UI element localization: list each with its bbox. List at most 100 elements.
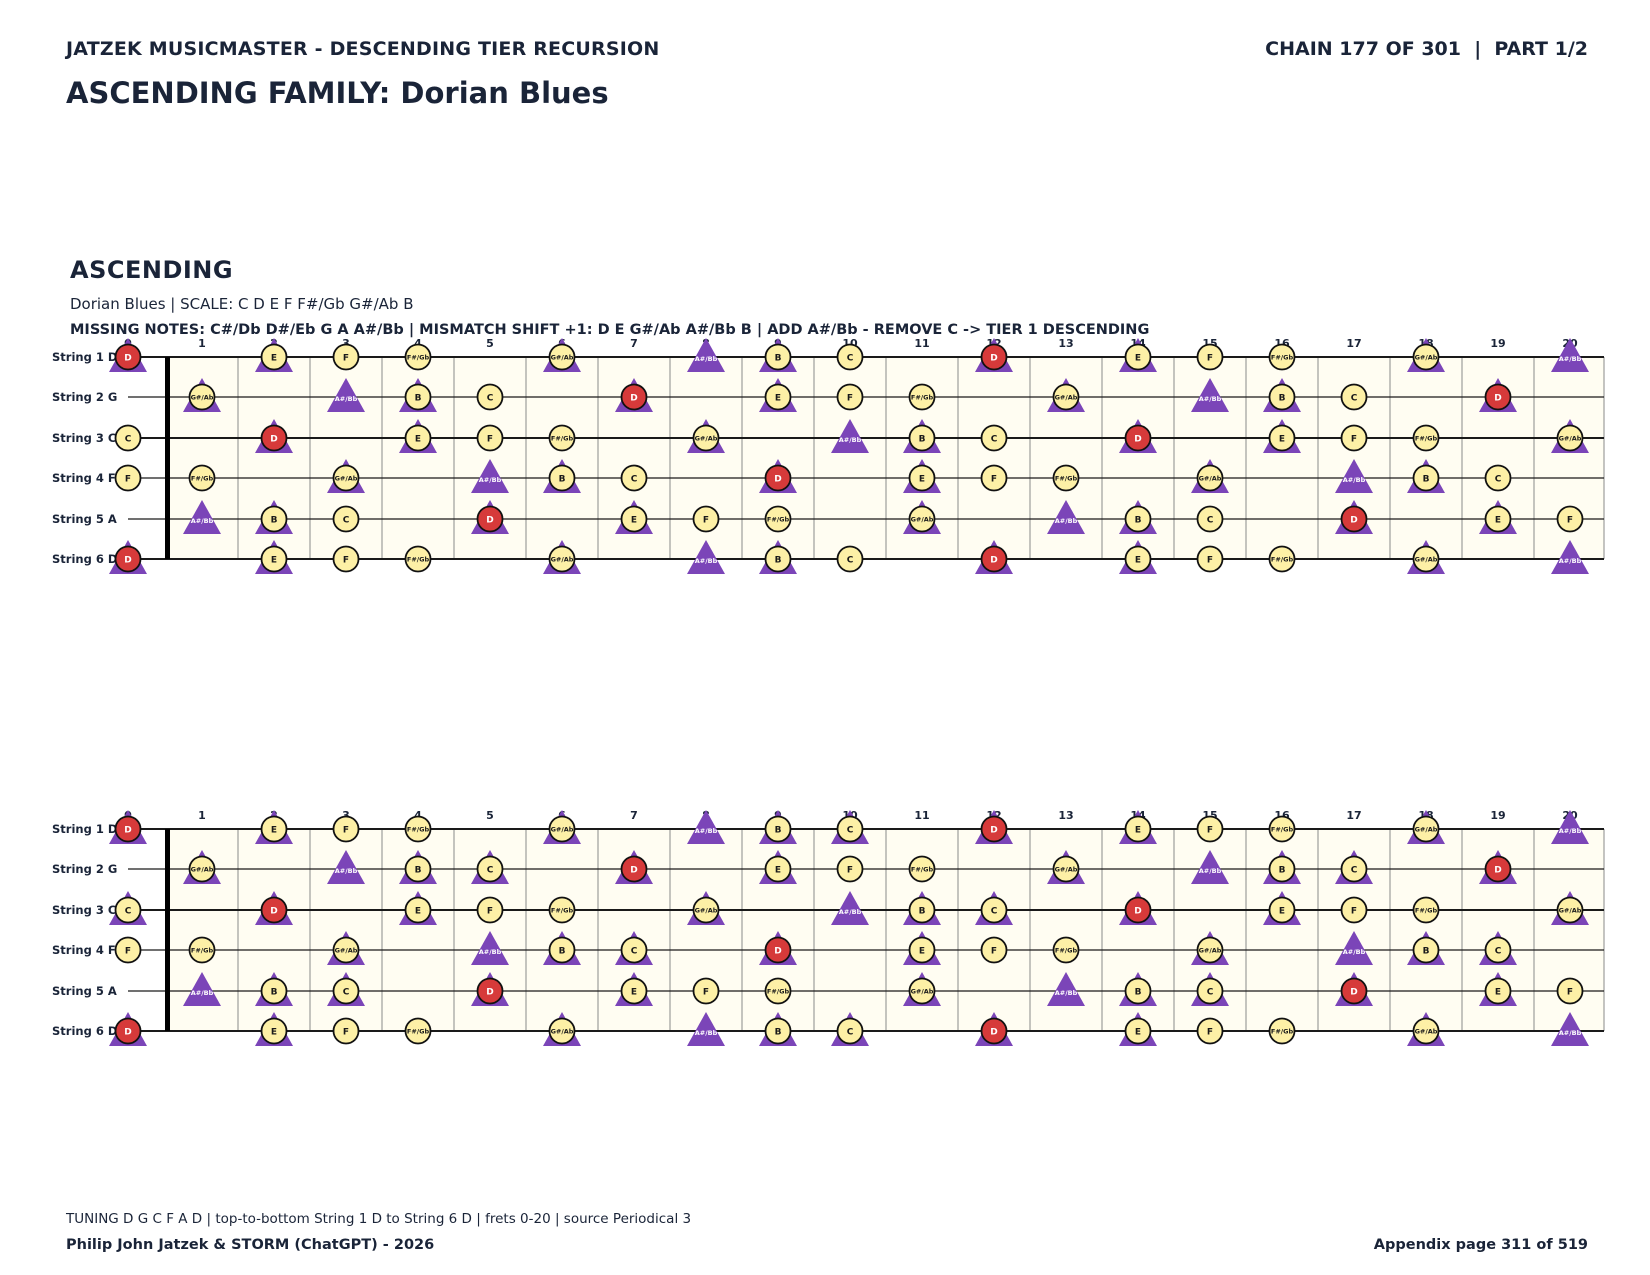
scale-note-marker bbox=[114, 424, 142, 452]
note-label: C bbox=[487, 394, 494, 404]
root-note-marker bbox=[620, 383, 648, 411]
mismatch-triangle-marker bbox=[471, 459, 509, 493]
scale-note-marker bbox=[1196, 977, 1224, 1005]
triangle-note-label: A#/Bb bbox=[335, 867, 358, 875]
root-note-marker bbox=[114, 1017, 142, 1045]
note-label: C bbox=[847, 826, 854, 836]
scale-note-marker bbox=[1124, 545, 1152, 573]
scale-note-marker bbox=[1124, 1017, 1152, 1045]
section-title: ASCENDING bbox=[70, 256, 234, 284]
scale-note-marker bbox=[1268, 424, 1296, 452]
string-label: String 6 D bbox=[52, 552, 117, 566]
scale-note-marker bbox=[1412, 343, 1440, 371]
triangle-note-label: A#/Bb bbox=[1343, 476, 1366, 484]
root-note-marker bbox=[980, 815, 1008, 843]
scale-note-marker bbox=[1196, 505, 1224, 533]
triangle-note-label: A#/Bb bbox=[695, 557, 718, 565]
scale-note-marker bbox=[908, 936, 936, 964]
triangle-note-label: A#/Bb bbox=[839, 908, 862, 916]
note-label: C bbox=[487, 866, 494, 876]
scale-note-marker bbox=[1052, 383, 1080, 411]
note-label: C bbox=[991, 907, 998, 917]
scale-note-marker bbox=[836, 1017, 864, 1045]
note-label: C bbox=[847, 354, 854, 364]
note-label: F bbox=[343, 826, 349, 836]
string-label: String 5 A bbox=[52, 984, 117, 998]
scale-note-marker bbox=[836, 383, 864, 411]
triangle-note-label: A#/Bb bbox=[1199, 867, 1222, 875]
note-label: E bbox=[919, 947, 925, 957]
scale-note-marker bbox=[1484, 464, 1512, 492]
mismatch-triangle-marker bbox=[687, 810, 725, 844]
note-label: F#/Gb bbox=[191, 475, 214, 483]
fret-number: 3 bbox=[342, 809, 350, 822]
scale-note-marker bbox=[1340, 855, 1368, 883]
triangle-note-label: A#/Bb bbox=[839, 436, 862, 444]
note-label: F#/Gb bbox=[1415, 435, 1438, 443]
note-label: B bbox=[919, 907, 926, 917]
scale-note-marker bbox=[188, 855, 216, 883]
scale-note-marker bbox=[836, 545, 864, 573]
note-label: D bbox=[1350, 988, 1357, 998]
scale-note-marker bbox=[188, 383, 216, 411]
root-note-marker bbox=[1340, 505, 1368, 533]
scale-note-marker bbox=[1556, 505, 1584, 533]
scale-note-marker bbox=[908, 464, 936, 492]
scale-note-marker bbox=[1340, 896, 1368, 924]
note-label: D bbox=[990, 556, 997, 566]
scale-note-marker bbox=[332, 977, 360, 1005]
note-label: F bbox=[1207, 826, 1213, 836]
note-label: C bbox=[1351, 394, 1358, 404]
section-subtitle: Dorian Blues | SCALE: C D E F F#/Gb G#/A… bbox=[70, 295, 414, 313]
page-number: Appendix page 311 of 519 bbox=[1373, 1237, 1588, 1253]
scale-note-marker bbox=[1124, 815, 1152, 843]
note-label: F bbox=[847, 866, 853, 876]
mismatch-triangle-marker bbox=[1191, 850, 1229, 884]
scale-note-marker bbox=[980, 936, 1008, 964]
scale-note-marker bbox=[404, 343, 432, 371]
scale-note-marker bbox=[332, 343, 360, 371]
scale-note-marker bbox=[404, 383, 432, 411]
header-title: JATZEK MUSICMASTER - DESCENDING TIER REC… bbox=[66, 38, 660, 60]
note-label: G#/Ab bbox=[911, 516, 934, 524]
note-label: D bbox=[990, 1028, 997, 1038]
note-label: D bbox=[630, 866, 637, 876]
note-label: D bbox=[124, 1028, 131, 1038]
triangle-note-label: A#/Bb bbox=[1559, 827, 1582, 835]
scale-note-marker bbox=[476, 424, 504, 452]
note-label: B bbox=[415, 394, 422, 404]
root-note-marker bbox=[1124, 424, 1152, 452]
root-note-marker bbox=[114, 545, 142, 573]
note-label: B bbox=[775, 826, 782, 836]
note-label: F bbox=[1207, 354, 1213, 364]
fret-number: 11 bbox=[914, 337, 929, 350]
note-label: F bbox=[343, 1028, 349, 1038]
scale-note-marker bbox=[114, 464, 142, 492]
note-label: G#/Ab bbox=[1055, 866, 1078, 874]
root-note-marker bbox=[114, 815, 142, 843]
string-label: String 3 C bbox=[52, 903, 116, 917]
scale-note-marker bbox=[1556, 896, 1584, 924]
note-label: C bbox=[125, 435, 132, 445]
note-label: D bbox=[630, 394, 637, 404]
note-label: E bbox=[631, 516, 637, 526]
note-label: B bbox=[559, 475, 566, 485]
scale-note-marker bbox=[764, 505, 792, 533]
string-label: String 1 D bbox=[52, 350, 117, 364]
scale-note-marker bbox=[1340, 424, 1368, 452]
triangle-note-label: A#/Bb bbox=[1559, 1029, 1582, 1037]
scale-note-marker bbox=[1196, 464, 1224, 492]
scale-note-marker bbox=[836, 855, 864, 883]
scale-note-marker bbox=[908, 383, 936, 411]
note-label: F bbox=[703, 516, 709, 526]
note-label: F bbox=[1567, 516, 1573, 526]
note-label: F#/Gb bbox=[191, 947, 214, 955]
root-note-marker bbox=[114, 343, 142, 371]
mismatch-triangle-marker bbox=[1551, 810, 1589, 844]
scale-note-marker bbox=[908, 505, 936, 533]
note-label: E bbox=[271, 354, 277, 364]
scale-note-marker bbox=[908, 896, 936, 924]
note-label: B bbox=[1423, 947, 1430, 957]
note-label: C bbox=[631, 475, 638, 485]
note-label: E bbox=[1279, 907, 1285, 917]
